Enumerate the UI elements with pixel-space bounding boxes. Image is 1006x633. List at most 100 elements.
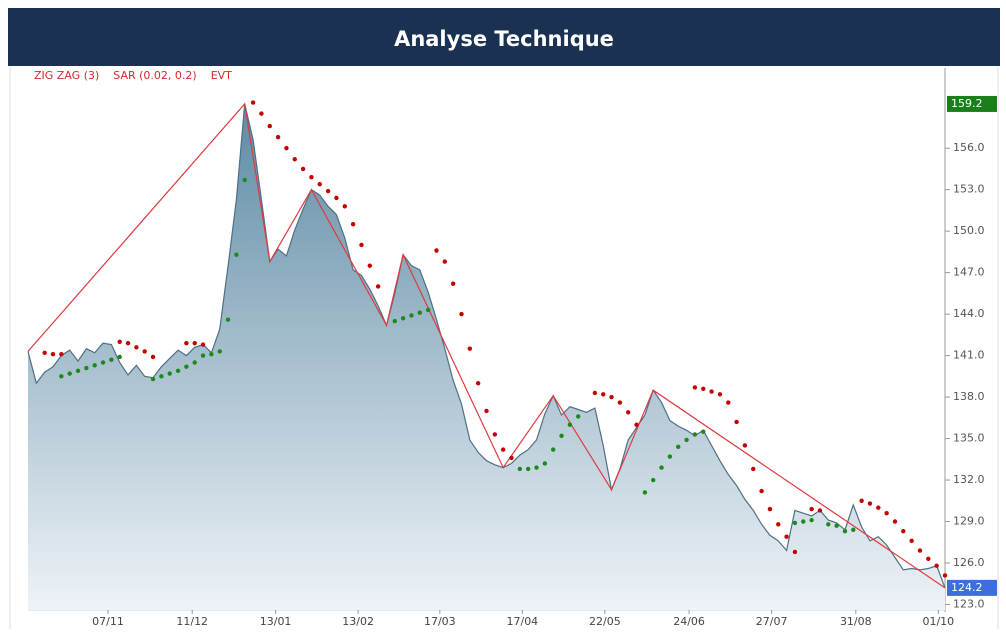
- sar-dot: [367, 263, 372, 268]
- sar-dot: [776, 522, 781, 527]
- sar-dot: [909, 538, 914, 544]
- sar-dot: [642, 490, 648, 495]
- sar-dot: [434, 248, 439, 253]
- sar-dot: [842, 528, 848, 534]
- sar-dot: [809, 506, 814, 512]
- y-tick-label: 132.0: [953, 473, 985, 486]
- sar-dot: [84, 365, 89, 371]
- sar-dot: [784, 534, 789, 539]
- sar-dot: [926, 556, 931, 562]
- sar-dot: [192, 340, 197, 346]
- sar-dot: [901, 528, 906, 534]
- sar-dot: [542, 461, 548, 466]
- sar-dot: [50, 352, 56, 357]
- sar-dot: [917, 548, 923, 553]
- sar-dot: [934, 563, 939, 568]
- indicator-label: SAR (0.02, 0.2): [113, 69, 196, 82]
- sar-dot: [576, 414, 581, 419]
- sar-dot: [467, 346, 473, 351]
- sar-dot: [709, 389, 714, 394]
- sar-dot: [259, 111, 264, 116]
- sar-dot: [492, 432, 498, 437]
- price-area: [28, 103, 945, 611]
- sar-dot: [601, 392, 606, 397]
- sar-dot: [717, 392, 723, 397]
- sar-dot: [592, 390, 598, 396]
- sar-dot: [334, 195, 339, 201]
- sar-dot: [884, 511, 889, 516]
- sar-dot: [275, 134, 281, 140]
- sar-dot: [692, 432, 698, 437]
- sar-dot: [217, 349, 222, 354]
- sar-dot: [267, 123, 272, 129]
- sar-dot: [117, 339, 122, 344]
- price-marker: [947, 95, 997, 112]
- sar-dot: [109, 357, 114, 362]
- sar-dot: [184, 364, 189, 369]
- sar-dot: [659, 465, 664, 470]
- sar-dot: [59, 352, 64, 357]
- x-tick-label: 24/06: [673, 615, 705, 628]
- sar-dot: [175, 368, 181, 374]
- y-tick-label: 126.0: [953, 556, 985, 569]
- price-marker: [947, 579, 997, 596]
- sar-dot: [67, 371, 72, 376]
- sar-dot: [200, 342, 206, 347]
- sar-dot: [284, 145, 289, 151]
- y-tick-label: 153.0: [953, 183, 985, 196]
- sar-dot: [817, 508, 823, 513]
- sar-dot: [442, 259, 448, 264]
- sar-dot: [425, 307, 431, 313]
- sar-dot: [200, 353, 206, 358]
- zigzag-line: [27, 102, 946, 589]
- sar-dot: [225, 317, 231, 322]
- x-tick-label: 13/01: [260, 615, 292, 628]
- sar-dot: [375, 284, 381, 289]
- sar-dot: [450, 281, 456, 286]
- sar-dot: [75, 368, 81, 374]
- x-tick-label: 27/07: [756, 615, 788, 628]
- sar-dot: [192, 360, 197, 365]
- sar-dot: [234, 252, 239, 257]
- sar-dot: [475, 381, 481, 386]
- sar-dot: [867, 501, 873, 506]
- y-tick-label: 138.0: [953, 390, 985, 403]
- sar-dot: [634, 422, 639, 427]
- sar-dot: [59, 374, 64, 379]
- sar-dot: [417, 310, 423, 315]
- sar-dot: [125, 340, 131, 346]
- sar-dot: [242, 177, 247, 183]
- x-tick-label: 13/02: [342, 615, 374, 628]
- sar-dot: [459, 311, 464, 317]
- y-tick-label: 123.0: [953, 597, 985, 610]
- price-marker-label: 159.2: [951, 97, 983, 110]
- y-tick-label: 156.0: [953, 141, 985, 154]
- sar-dot: [767, 506, 773, 512]
- sar-dot: [159, 374, 164, 379]
- sar-dot: [317, 181, 322, 187]
- sar-dot: [676, 444, 681, 450]
- sar-dot: [134, 345, 139, 350]
- sar-dot: [509, 455, 514, 461]
- sar-dot: [500, 447, 506, 452]
- x-tick-label: 22/05: [589, 615, 621, 628]
- sar-dot: [292, 157, 297, 162]
- sar-dot: [792, 549, 798, 555]
- sar-dot: [942, 573, 948, 578]
- sar-dot: [559, 433, 564, 438]
- sar-dot: [92, 363, 97, 368]
- sar-dot: [692, 385, 698, 390]
- x-tick-label: 11/12: [176, 615, 208, 628]
- sar-dot: [250, 100, 256, 105]
- sar-dot: [667, 454, 673, 459]
- y-tick-label: 129.0: [953, 515, 985, 528]
- sar-dot: [892, 519, 898, 524]
- sar-dot: [42, 350, 47, 356]
- sar-dot: [342, 204, 347, 209]
- sar-dot: [534, 465, 539, 470]
- sar-dot: [684, 437, 689, 443]
- chart-title: Analyse Technique: [394, 27, 614, 51]
- x-tick-label: 17/04: [506, 615, 538, 628]
- sar-dot: [350, 222, 356, 227]
- y-tick-label: 150.0: [953, 224, 985, 237]
